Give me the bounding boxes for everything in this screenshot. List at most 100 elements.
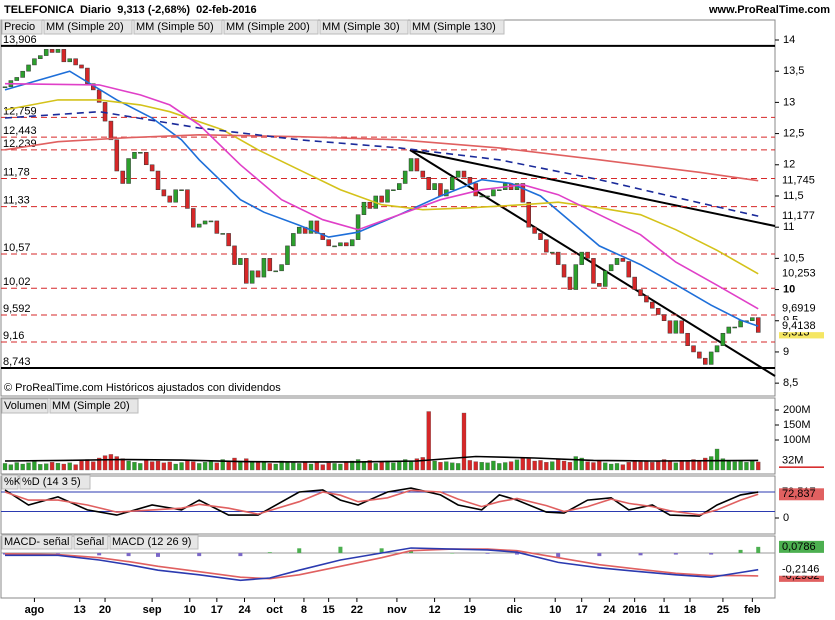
volume-bar	[403, 459, 408, 471]
candle	[20, 70, 25, 78]
candle	[726, 326, 732, 334]
candle	[291, 233, 296, 247]
trendline	[409, 149, 776, 227]
volume-bar	[44, 463, 49, 471]
candle	[220, 233, 225, 235]
histogram-bar	[709, 552, 714, 555]
volume-bar	[155, 460, 161, 471]
candle	[479, 195, 484, 198]
candle	[361, 201, 367, 215]
candle	[550, 251, 555, 254]
candle	[485, 195, 490, 198]
volume-bar	[726, 460, 731, 471]
volume-bar	[473, 461, 478, 471]
candle	[114, 139, 120, 172]
stochastic-panel	[0, 475, 776, 535]
candle	[232, 245, 237, 265]
candle	[608, 264, 614, 272]
volume-bar	[32, 461, 37, 471]
x-tick-label: 25	[717, 604, 729, 616]
volume-bar	[161, 462, 167, 471]
volume-bar	[485, 462, 490, 471]
candle	[467, 177, 473, 184]
candle	[561, 264, 567, 278]
volume-bar	[185, 460, 190, 471]
candle	[73, 58, 78, 66]
legend-box	[73, 534, 109, 550]
candle	[244, 258, 249, 284]
line	[4, 82, 759, 310]
value-badge	[779, 210, 824, 223]
x-tick-label: 10	[184, 604, 196, 616]
legend-label: MM (Simple 50)	[136, 21, 214, 33]
candle	[438, 183, 443, 197]
candle	[455, 170, 461, 178]
volume-bar	[291, 462, 296, 471]
volume-bar	[232, 457, 237, 471]
volume-bar	[344, 461, 349, 471]
candle	[720, 332, 726, 346]
candle	[338, 242, 343, 247]
histogram-bar	[338, 546, 343, 553]
volume-bar	[138, 463, 143, 471]
value-badge-label: 9,6919	[782, 303, 816, 315]
volume-bar	[214, 462, 219, 471]
volume-bar	[226, 461, 231, 471]
value-badge-label: 32M	[782, 454, 803, 466]
volume-bar	[503, 462, 508, 471]
candle	[661, 314, 667, 322]
candle	[650, 301, 655, 309]
legend-label: MM (Simple 20)	[46, 21, 124, 33]
volume-bar	[461, 412, 467, 471]
volume-bar	[61, 463, 66, 471]
legend-label: Volumen	[4, 400, 47, 412]
candle	[573, 264, 579, 290]
volume-bar	[444, 461, 449, 471]
candle	[585, 251, 590, 259]
candle	[314, 220, 320, 234]
histogram-bar	[638, 552, 643, 556]
x-tick-label: 10	[549, 604, 561, 616]
candle	[85, 67, 90, 84]
volume-bar	[208, 460, 214, 471]
volume-bar	[450, 462, 455, 471]
value-badge	[779, 267, 824, 280]
x-tick-label: 22	[351, 604, 363, 616]
volume-bar	[114, 456, 119, 471]
legend-label: MM (Simple 20)	[52, 400, 130, 412]
y-tick-label: 200M	[783, 404, 811, 416]
volume-bar	[638, 461, 643, 471]
volume-bar	[620, 464, 626, 471]
x-tick-label: 24	[603, 604, 616, 616]
line	[5, 547, 759, 582]
volume-bar	[255, 462, 261, 471]
legend-box	[1, 398, 49, 414]
candle	[49, 49, 55, 53]
candle	[644, 295, 649, 303]
candle	[332, 245, 337, 248]
value-badge-label: 11,177	[782, 210, 815, 222]
histogram-bar	[756, 546, 761, 553]
volume-bar	[273, 463, 278, 471]
volume-bar	[697, 460, 702, 471]
legend-box	[109, 534, 199, 550]
candle	[79, 64, 84, 69]
candle	[267, 258, 273, 272]
candle	[255, 270, 261, 278]
volume-bar	[220, 459, 225, 471]
x-tick-label: nov	[387, 604, 407, 616]
candle	[408, 158, 414, 172]
volume-bar	[414, 458, 420, 471]
legend-label: Precio	[4, 21, 35, 33]
volume-bar	[102, 455, 108, 471]
candle	[238, 258, 243, 265]
legend-label: MM (Simple 30)	[322, 21, 400, 33]
candle	[149, 164, 155, 172]
candle	[355, 214, 361, 240]
x-tick-label: 11	[658, 604, 670, 616]
volume-bar	[14, 462, 19, 471]
volume-bar	[579, 457, 584, 471]
legend-box	[49, 398, 139, 414]
value-badge	[779, 302, 824, 315]
candle	[602, 270, 608, 287]
